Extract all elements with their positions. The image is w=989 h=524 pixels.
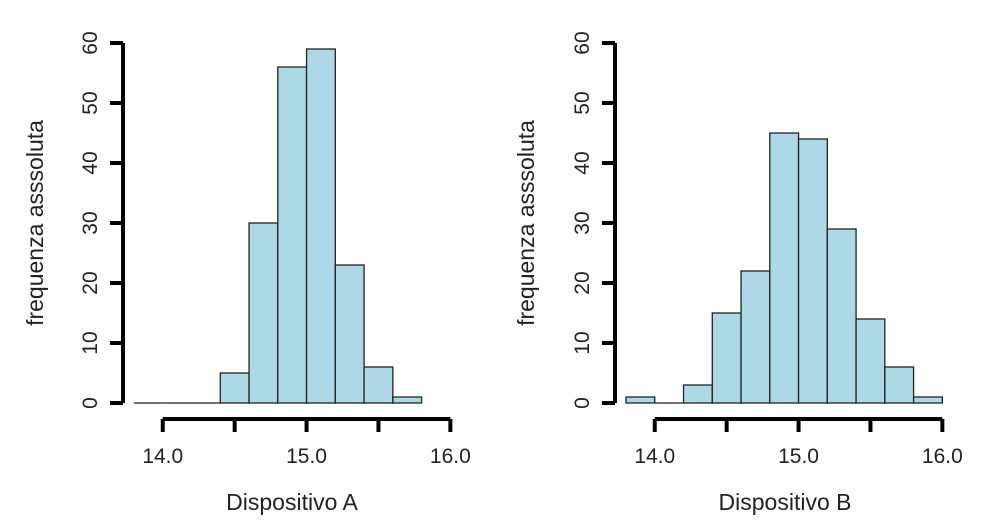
y-axis-title-a: frequenza asssoluta: [22, 120, 48, 326]
histogram-bar-a-8: [363, 366, 394, 404]
histogram-bar-b-8: [855, 318, 886, 404]
y-tick-label-a-1: 10: [79, 331, 102, 354]
y-tick-label-b-4: 40: [571, 151, 594, 174]
histogram-bar-a-4: [248, 222, 279, 404]
histogram-bar-b-5: [769, 132, 800, 404]
y-tick-label-b-5: 50: [571, 91, 594, 114]
x-axis-a: 14.0 15.0 16.0: [142, 417, 471, 468]
histogram-bar-b-2: [682, 384, 713, 404]
histogram-bar-b-7: [826, 228, 857, 404]
histogram-bar-a-3: [219, 372, 250, 404]
y-tick-label-a-0: 0: [79, 397, 102, 409]
histogram-panel-b: 0 10 20 30 40 50 60 14.0 15.0 16.0 Dispositivo B…: [513, 31, 963, 515]
histogram-bar-a-9: [392, 396, 423, 404]
histogram-bar-b-3: [711, 312, 742, 404]
x-tick-label-b-0: 14.0: [634, 445, 675, 468]
y-axis-a: 0 10 20 30 40 50 60: [79, 31, 125, 409]
histogram-bar-b-0: [625, 396, 656, 404]
histogram-bar-b-6: [797, 138, 828, 404]
y-tick-label-b-2: 20: [571, 271, 594, 294]
x-tick-label-a-2: 15.0: [286, 445, 327, 468]
histogram-bar-a-5: [277, 66, 308, 404]
y-axis-b: 0 10 20 30 40 50 60: [571, 31, 617, 409]
y-tick-label-b-3: 30: [571, 211, 594, 234]
y-tick-label-a-2: 20: [79, 271, 102, 294]
y-tick-label-a-6: 60: [79, 31, 102, 54]
x-axis-title-b: Dispositivo B: [719, 489, 852, 515]
histogram-panel-a: 0 10 20 30 40 50 60 14.0 15.0 16.0 Dispositivo A…: [22, 31, 471, 515]
y-tick-label-a-4: 40: [79, 151, 102, 174]
histogram-bar-b-10: [912, 396, 944, 404]
y-tick-label-b-1: 10: [571, 331, 594, 354]
bars-b: [625, 132, 944, 404]
x-tick-label-a-4: 16.0: [430, 445, 471, 468]
bars-a: [134, 48, 423, 404]
x-axis-title-a: Dispositivo A: [226, 489, 358, 515]
histogram-bar-b-4: [740, 270, 771, 404]
x-tick-label-a-0: 14.0: [142, 445, 183, 468]
x-tick-label-b-2: 15.0: [778, 445, 819, 468]
histogram-bar-b-9: [884, 366, 915, 404]
x-axis-b: 14.0 15.0 16.0: [634, 417, 963, 468]
x-tick-label-b-4: 16.0: [922, 445, 963, 468]
y-axis-title-b: frequenza asssoluta: [513, 120, 539, 326]
histogram-bar-a-6: [305, 48, 336, 404]
histogram-bar-a-7: [334, 264, 365, 404]
y-tick-label-b-0: 0: [571, 397, 594, 409]
y-tick-label-b-6: 60: [571, 31, 594, 54]
y-tick-label-a-3: 30: [79, 211, 102, 234]
y-tick-label-a-5: 50: [79, 91, 102, 114]
